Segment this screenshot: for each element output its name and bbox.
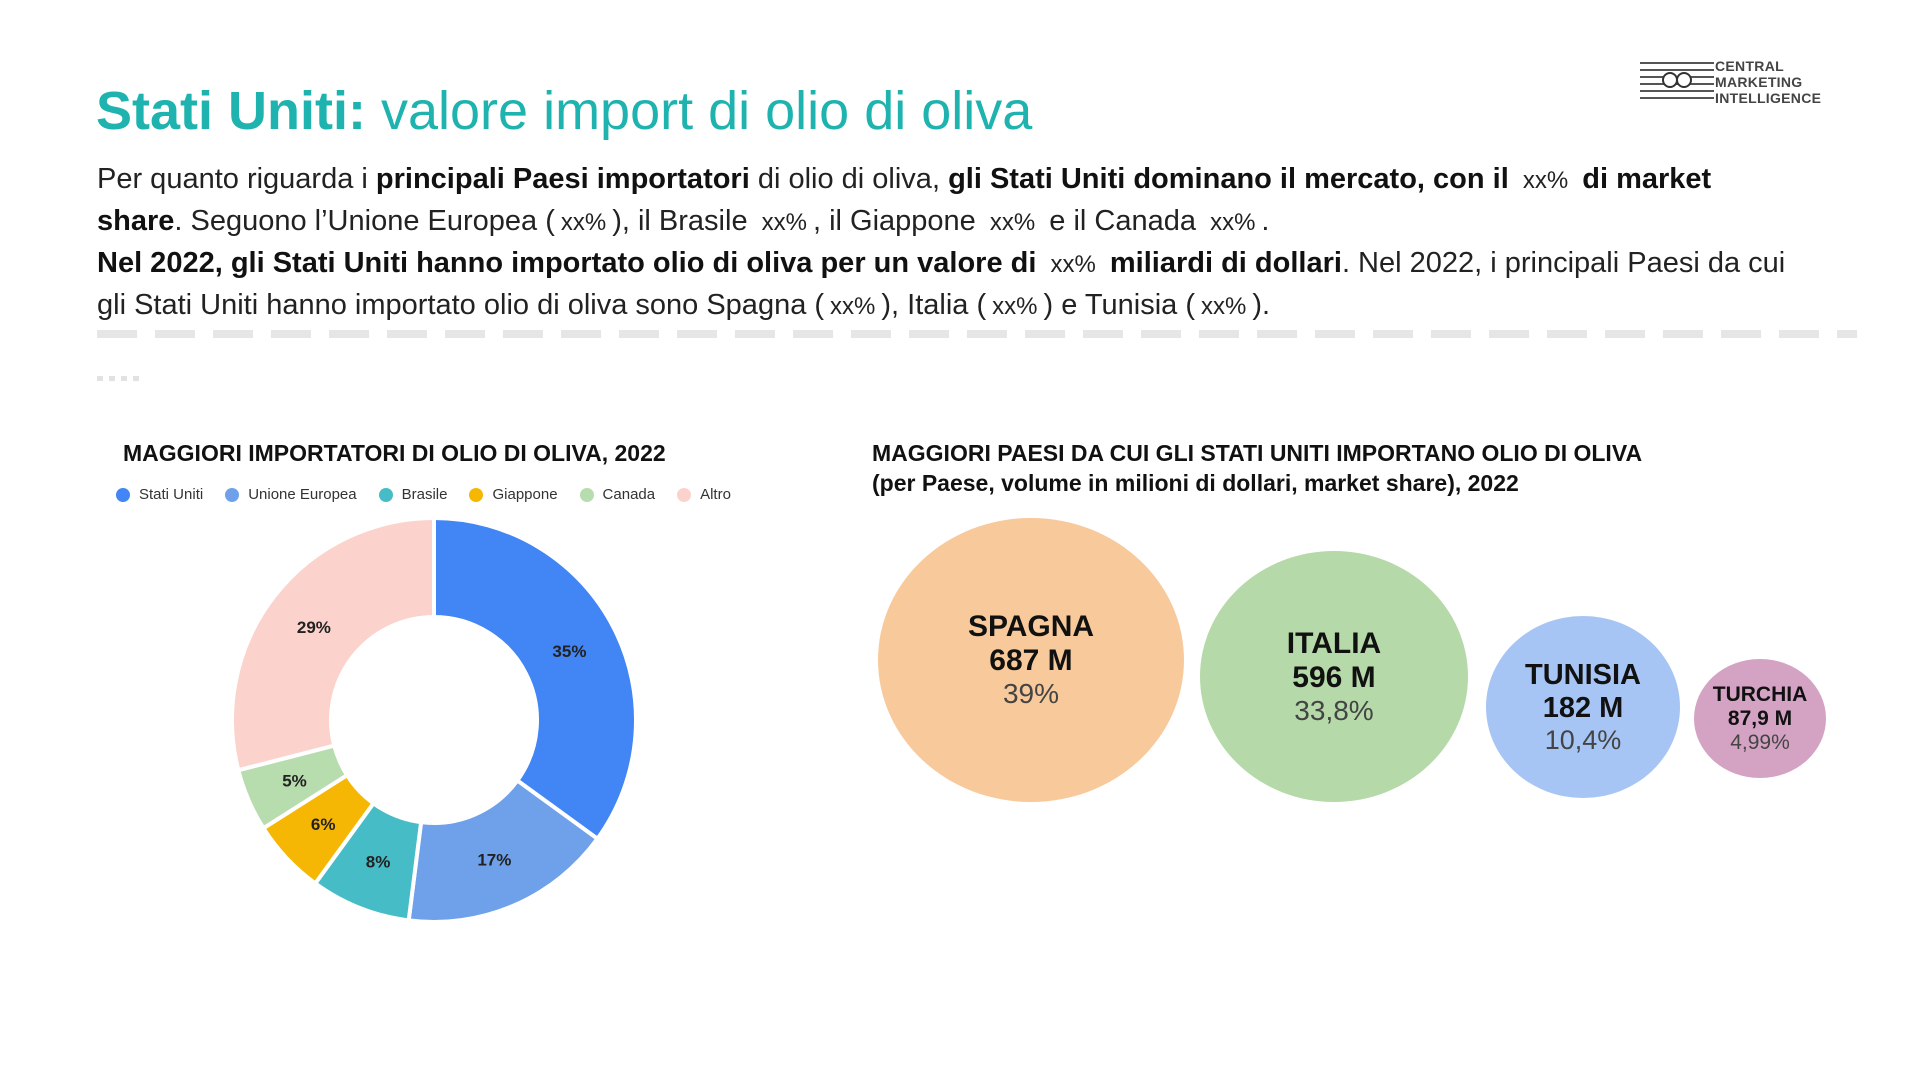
- intro-line-1: Per quanto riguarda i principali Paesi i…: [97, 158, 1857, 202]
- logo-line: MARKETING: [1715, 74, 1803, 90]
- faded-text-line: [97, 330, 1857, 338]
- logo-text: CENTRAL MARKETING INTELLIGENCE: [1715, 58, 1821, 106]
- placeholder-value: xx%: [761, 209, 807, 236]
- legend-label: Brasile: [401, 486, 448, 503]
- legend-swatch: [116, 487, 130, 502]
- text-span: . Nel 2022, i principali Paesi da cui: [1341, 247, 1786, 279]
- text-bold: share: [97, 205, 175, 237]
- legend-swatch: [378, 487, 393, 502]
- page-title: Stati Uniti: valore import di olio di ol…: [96, 80, 1032, 142]
- text-span: di olio di oliva,: [749, 163, 949, 195]
- bubble-name: ITALIA: [1286, 626, 1382, 660]
- bubble-value: 87,9 M: [1727, 706, 1793, 730]
- logo-line: CENTRAL: [1715, 58, 1784, 74]
- bubble-value: 687 M: [989, 644, 1073, 677]
- legend-swatch: [579, 487, 594, 502]
- placeholder-value: xx%: [992, 293, 1038, 320]
- bubble-share: 4,99%: [1730, 730, 1790, 754]
- text-bold: principali Paesi importatori: [375, 163, 750, 195]
- text-span: .: [1261, 205, 1270, 237]
- text-span: ) e Tunisia (: [1043, 289, 1195, 321]
- placeholder-value: xx%: [989, 209, 1036, 236]
- donut-slice: [432, 515, 638, 842]
- bubble-value: 182 M: [1542, 691, 1624, 724]
- legend-label: Unione Europea: [248, 486, 357, 503]
- bubble-name: TURCHIA: [1712, 682, 1808, 706]
- text-span: Per quanto riguarda i: [97, 163, 376, 195]
- bubble-name: TUNISIA: [1525, 658, 1641, 691]
- legend-swatch: [677, 487, 692, 502]
- bubble-share: 10,4%: [1544, 724, 1622, 755]
- legend-label: Canada: [602, 486, 656, 503]
- legend-item: Unione Europea: [225, 486, 357, 503]
- legend-item: Brasile: [378, 486, 448, 503]
- text-span: ), Italia (: [881, 289, 987, 321]
- company-logo: CENTRAL MARKETING INTELLIGENCE: [1640, 58, 1840, 108]
- bubble-share: 39%: [1002, 678, 1060, 709]
- legend-label: Stati Uniti: [139, 486, 204, 503]
- donut-slice-label: 17%: [477, 850, 511, 869]
- donut-slice-label: 8%: [366, 852, 391, 871]
- bubble-italia: ITALIA 596 M 33,8%: [1200, 551, 1468, 802]
- placeholder-value: xx%: [1200, 293, 1247, 320]
- text-span: e il Canada: [1049, 205, 1196, 237]
- text-span: . Seguono l’Unione Europea (: [174, 205, 555, 237]
- legend-item: Giappone: [469, 486, 558, 503]
- donut-legend: Stati Uniti Unione Europea Brasile Giapp…: [116, 486, 731, 503]
- faded-text-fragment: [97, 376, 141, 381]
- legend-item: Stati Uniti: [116, 486, 203, 503]
- text-span: gli Stati Uniti hanno importato olio di …: [97, 289, 825, 321]
- legend-label: Giappone: [492, 486, 558, 503]
- logo-mark-icon: [1640, 62, 1714, 99]
- bubble-share: 33,8%: [1294, 694, 1374, 726]
- intro-line-4: gli Stati Uniti hanno importato olio di …: [97, 284, 1857, 328]
- placeholder-value: xx%: [1522, 167, 1569, 194]
- bubble-chart-title: MAGGIORI PAESI DA CUI GLI STATI UNITI IM…: [872, 440, 1643, 466]
- donut-slice-label: 29%: [297, 618, 331, 637]
- text-bold: di market: [1582, 163, 1712, 195]
- title-rest: valore import di olio di oliva: [365, 81, 1033, 141]
- bubble-spagna: SPAGNA 687 M 39%: [878, 518, 1184, 802]
- text-bold: Nel 2022, gli Stati Uniti hanno importat…: [97, 247, 1037, 279]
- bubble-turchia: TURCHIA 87,9 M 4,99%: [1694, 659, 1826, 778]
- legend-item: Altro: [677, 486, 731, 503]
- legend-swatch: [469, 487, 484, 502]
- text-span: ), il Brasile: [612, 205, 748, 237]
- placeholder-value: xx%: [830, 293, 876, 320]
- legend-item: Canada: [579, 486, 656, 503]
- donut-slice-label: 35%: [552, 642, 586, 661]
- intro-line-2: share. Seguono l’Unione Europea (xx%), i…: [97, 200, 1857, 244]
- text-bold: gli Stati Uniti dominano il mercato, con…: [948, 163, 1509, 195]
- text-bold: miliardi di dollari: [1109, 247, 1342, 279]
- legend-label: Altro: [700, 486, 731, 503]
- legend-swatch: [225, 487, 240, 502]
- donut-slice: [406, 777, 601, 924]
- bubble-chart-subtitle: (per Paese, volume in milioni di dollari…: [872, 470, 1519, 496]
- placeholder-value: xx%: [560, 209, 607, 236]
- placeholder-value: xx%: [1050, 251, 1096, 278]
- donut-chart-title: MAGGIORI IMPORTATORI DI OLIO DI OLIVA, 2…: [123, 440, 666, 466]
- placeholder-value: xx%: [1210, 209, 1256, 236]
- text-span: ).: [1252, 289, 1271, 321]
- text-span: , il Giappone: [812, 205, 976, 237]
- bubble-name: SPAGNA: [967, 610, 1095, 643]
- title-strong: Stati Uniti:: [96, 81, 366, 141]
- bubble-tunisia: TUNISIA 182 M 10,4%: [1486, 616, 1680, 798]
- logo-line: INTELLIGENCE: [1715, 90, 1822, 106]
- donut-slice: [230, 515, 436, 773]
- intro-line-3: Nel 2022, gli Stati Uniti hanno importat…: [97, 242, 1857, 286]
- bubble-value: 596 M: [1292, 660, 1376, 694]
- donut-slice-label: 5%: [282, 771, 307, 790]
- donut-slice-label: 6%: [311, 815, 336, 834]
